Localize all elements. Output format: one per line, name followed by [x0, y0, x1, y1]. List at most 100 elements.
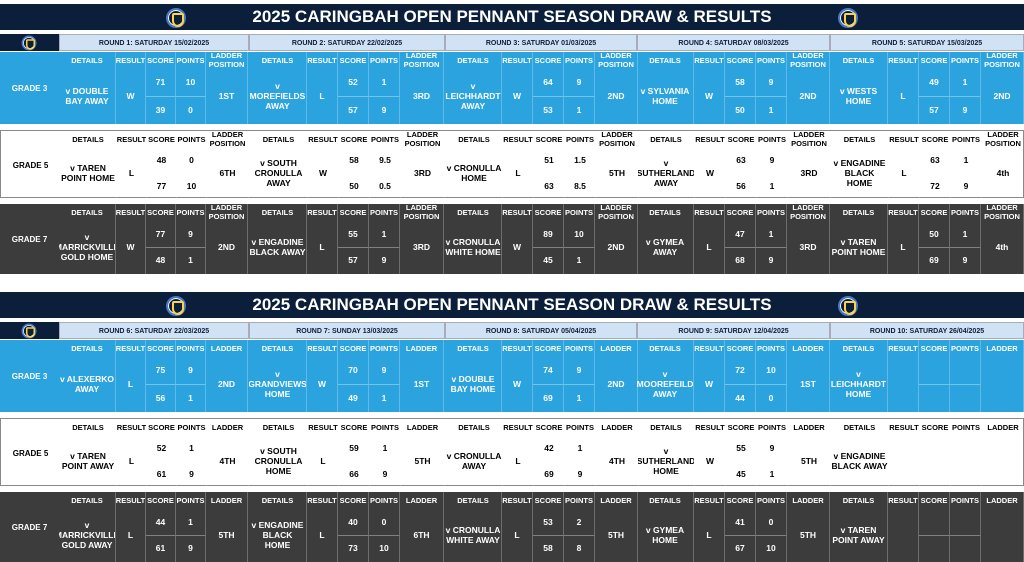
column-header: RESULT: [117, 419, 147, 437]
points-for: 1: [950, 222, 981, 248]
ladder-position: 5TH: [401, 437, 445, 487]
column-header: POINTS: [756, 340, 787, 358]
score-for: [920, 437, 951, 462]
grade-row: GRADE 3 DETAILS v ALEXERKO AWAY RESULT L SCOR…: [0, 340, 1024, 412]
score-against: 53: [533, 97, 564, 124]
round-header: ROUND 7: SUNDAY 13/03/2025: [249, 322, 445, 339]
column-header: DETAILS: [638, 419, 695, 437]
points-against: 1: [564, 97, 595, 124]
grade-label: GRADE 3: [11, 83, 48, 93]
block1-section: 2025 CARINGBAH OPEN PENNANT SEASON DRAW …: [0, 4, 1024, 274]
score-for: 74: [533, 358, 564, 385]
result-value: W: [116, 222, 146, 274]
column-header: DETAILS: [59, 340, 116, 358]
column-header: DETAILS: [446, 419, 503, 437]
points-for: 1: [369, 70, 400, 97]
column-header: SCORE: [146, 204, 176, 222]
result-value: W: [116, 70, 146, 124]
points-against: 1: [176, 248, 206, 274]
column-header: DETAILS: [250, 131, 308, 149]
score-for: 58: [725, 70, 756, 97]
points-against: 0.5: [370, 174, 401, 199]
score-for: 52: [147, 437, 177, 462]
column-header: LADDER: [595, 340, 638, 358]
fixture-details: v SOUTH CRONULLA HOME: [250, 437, 308, 487]
round-header: ROUND 8: SATURDAY 05/04/2025: [445, 322, 637, 339]
points-against: 9: [950, 248, 981, 274]
column-header: POINTS: [950, 204, 981, 222]
result-value: W: [695, 149, 726, 199]
club-logo-icon: [166, 296, 186, 316]
result-value: [888, 358, 919, 412]
grade-label: GRADE 3: [11, 371, 48, 381]
result-value: W: [502, 222, 533, 274]
score-for: 41: [725, 510, 756, 536]
score-for: [919, 510, 950, 536]
result-value: W: [695, 437, 726, 487]
column-header: LADDER: [787, 492, 830, 510]
score-against: 63: [534, 174, 565, 199]
column-header: DETAILS: [59, 492, 116, 510]
column-header: DETAILS: [249, 52, 307, 70]
column-header: POINTS: [176, 340, 206, 358]
column-header: SCORE: [919, 340, 950, 358]
column-header: LADDER: [206, 492, 248, 510]
points-for: 1: [370, 437, 401, 462]
score-against: 69: [919, 248, 950, 274]
score-against: 68: [725, 248, 756, 274]
points-for: 1: [565, 437, 596, 462]
column-header: SCORE: [534, 131, 565, 149]
fixture-details: v GRANDVIEWS HOME: [249, 358, 307, 412]
result-value: L: [117, 437, 147, 487]
ladder-position: 2ND: [206, 222, 248, 274]
score-against: 69: [534, 462, 565, 487]
club-logo-icon: [838, 296, 858, 316]
column-header: LADDER POSITION: [595, 204, 638, 222]
fixture-details: v CRONULLA WHITE AWAY: [445, 510, 502, 562]
column-header: RESULT: [502, 204, 533, 222]
points-against: 0: [756, 385, 787, 412]
fixture-details: v ALEXERKO AWAY: [59, 358, 116, 412]
result-value: L: [888, 222, 919, 274]
points-for: 9: [176, 222, 206, 248]
column-header: DETAILS: [830, 52, 888, 70]
grade-label: GRADE 7: [11, 234, 48, 244]
column-header: SCORE: [147, 131, 177, 149]
score-for: 49: [919, 70, 950, 97]
club-logo-icon: [166, 8, 186, 28]
column-header: DETAILS: [445, 340, 502, 358]
round-header: ROUND 6: SATURDAY 22/03/2025: [59, 322, 249, 339]
fixture-details: v CRONULLA HOME: [446, 149, 503, 199]
club-logo-icon: [21, 35, 37, 51]
score-against: 57: [338, 248, 369, 274]
grade-label: GRADE 5: [12, 160, 49, 170]
result-value: [888, 510, 919, 562]
column-header: DETAILS: [830, 204, 888, 222]
column-header: SCORE: [920, 131, 951, 149]
column-header: RESULT: [888, 52, 919, 70]
column-header: SCORE: [726, 131, 757, 149]
column-header: RESULT: [888, 204, 919, 222]
column-header: SCORE: [919, 492, 950, 510]
column-header: SCORE: [534, 419, 565, 437]
points-against: 8: [564, 536, 595, 562]
column-header: POINTS: [757, 131, 788, 149]
column-header: POINTS: [950, 340, 981, 358]
result-value: L: [888, 70, 919, 124]
points-for: 1.5: [565, 149, 596, 174]
ladder-position: 5TH: [206, 510, 248, 562]
score-for: 59: [339, 437, 370, 462]
column-header: SCORE: [338, 52, 369, 70]
result-value: L: [308, 437, 339, 487]
score-against: [920, 462, 951, 487]
fixture-details: v LEICHHARDT AWAY: [445, 70, 502, 124]
column-header: POINTS: [176, 204, 206, 222]
ladder-position: 3RD: [400, 70, 444, 124]
column-header: POINTS: [564, 340, 595, 358]
column-header: POINTS: [757, 419, 788, 437]
column-header: DETAILS: [445, 52, 502, 70]
points-for: 2: [564, 510, 595, 536]
score-against: 77: [147, 174, 177, 199]
grade-row: GRADE 3 DETAILS v DOUBLE BAY AWAY RESULT W SC…: [0, 52, 1024, 124]
score-against: 39: [146, 97, 176, 124]
